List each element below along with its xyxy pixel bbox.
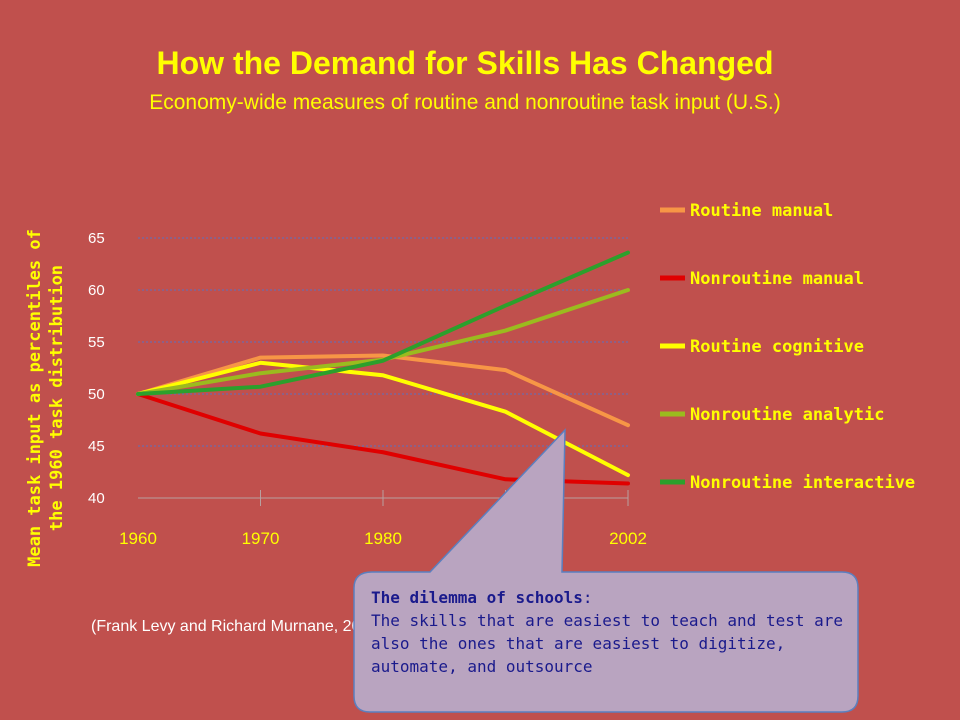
y-tick-label-55: 55 [88, 334, 105, 351]
y-tick-label-50: 50 [88, 386, 105, 403]
callout-body: The skills that are easiest to teach and… [371, 611, 844, 676]
legend: Routine manual Nonroutine manual Routine c… [660, 201, 915, 493]
legend-label-nonroutine-analytic: Nonroutine analytic [690, 405, 884, 425]
x-tick-label-2002: 2002 [609, 529, 647, 548]
x-tick-label-1970: 1970 [242, 529, 280, 548]
source-credit: (Frank Levy and Richard Murnane, 2005) [91, 618, 384, 635]
y-tick-label-40: 40 [88, 490, 105, 507]
series-line-nonroutine-interactive [136, 250, 630, 396]
y-tick-label-60: 60 [88, 282, 105, 299]
legend-label-routine-manual: Routine manual [690, 201, 833, 221]
callout-heading: The dilemma of schools [371, 588, 583, 607]
slide-subtitle: Economy-wide measures of routine and non… [149, 91, 781, 114]
callout-bubble [353, 428, 859, 713]
slide-title: How the Demand for Skills Has Changed [156, 45, 774, 81]
x-tick-label-1960: 1960 [119, 529, 157, 548]
legend-label-nonroutine-manual: Nonroutine manual [690, 269, 864, 289]
callout-shape [353, 428, 859, 713]
x-tick-label-1980: 1980 [364, 529, 402, 548]
legend-label-nonroutine-interactive: Nonroutine interactive [690, 473, 915, 493]
grid-lines [138, 237, 628, 447]
series-line-routine-manual [136, 353, 630, 428]
callout-heading-colon: : [582, 588, 593, 607]
y-tick-label-65: 65 [88, 230, 105, 247]
x-tick-labels: 19601970198019902002 [119, 529, 647, 548]
legend-label-routine-cognitive: Routine cognitive [690, 337, 864, 357]
y-tick-label-45: 45 [88, 438, 105, 455]
series-line-routine-cognitive [136, 360, 630, 478]
callout-text: The dilemma of schools: The skills that … [371, 586, 851, 678]
y-tick-labels: 40 45 50 55 60 65 [88, 230, 105, 507]
